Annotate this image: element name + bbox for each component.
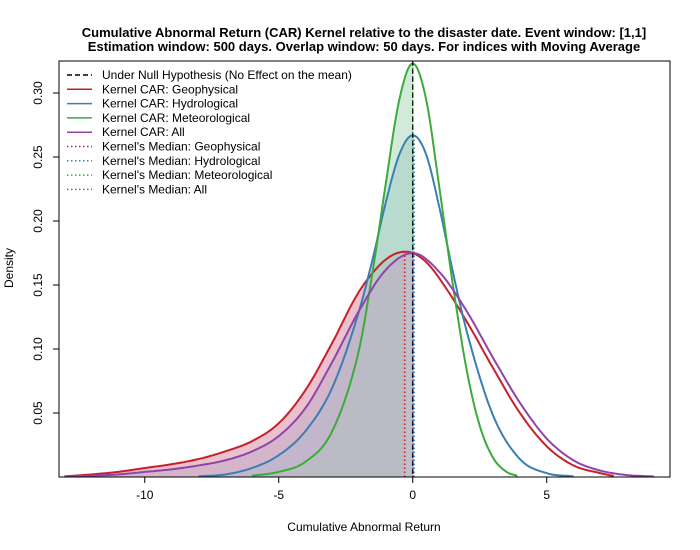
density-line-1 (198, 134, 574, 478)
legend-label-0: Under Null Hypothesis (No Effect on the … (102, 68, 352, 82)
y-tick-label-1: 0.10 (31, 337, 45, 361)
x-tick-label-2: 0 (409, 488, 416, 502)
density-line-0 (64, 250, 614, 478)
legend-label-3: Kernel CAR: Meteorological (102, 111, 250, 125)
legend: Under Null Hypothesis (No Effect on the … (67, 68, 352, 196)
density-line-2 (251, 62, 518, 477)
density-lines (64, 62, 654, 478)
legend-label-6: Kernel's Median: Hydrological (102, 154, 260, 168)
chart-title: Cumulative Abnormal Return (CAR) Kernel … (82, 25, 646, 40)
plot-frame (58, 60, 671, 478)
density-line-3 (64, 251, 654, 478)
legend-label-4: Kernel CAR: All (102, 125, 185, 139)
y-tick-label-5: 0.30 (31, 81, 45, 105)
y-axis: 0.05 0.10 0.15 0.20 0.25 0.30 (31, 81, 59, 425)
y-tick-label-4: 0.25 (31, 145, 45, 169)
legend-label-5: Kernel's Median: Geophysical (102, 140, 260, 154)
legend-label-1: Kernel CAR: Geophysical (102, 82, 238, 96)
y-tick-label-0: 0.05 (31, 401, 45, 425)
x-tick-label-1: -5 (273, 488, 284, 502)
legend-label-2: Kernel CAR: Hydrological (102, 97, 238, 111)
density-fills (64, 63, 415, 477)
x-axis-label: Cumulative Abnormal Return (287, 520, 440, 534)
x-tick-label-3: 5 (543, 488, 550, 502)
y-tick-label-2: 0.15 (31, 273, 45, 297)
legend-label-7: Kernel's Median: Meteorological (102, 168, 272, 182)
x-tick-label-0: -10 (136, 488, 154, 502)
y-tick-label-3: 0.20 (31, 209, 45, 233)
chart-subtitle: Estimation window: 500 days. Overlap win… (88, 39, 640, 54)
legend-label-8: Kernel's Median: All (102, 182, 207, 196)
density-fill-3 (64, 253, 413, 477)
y-axis-label: Density (2, 248, 16, 288)
x-axis: -10 -5 0 5 (136, 477, 550, 502)
